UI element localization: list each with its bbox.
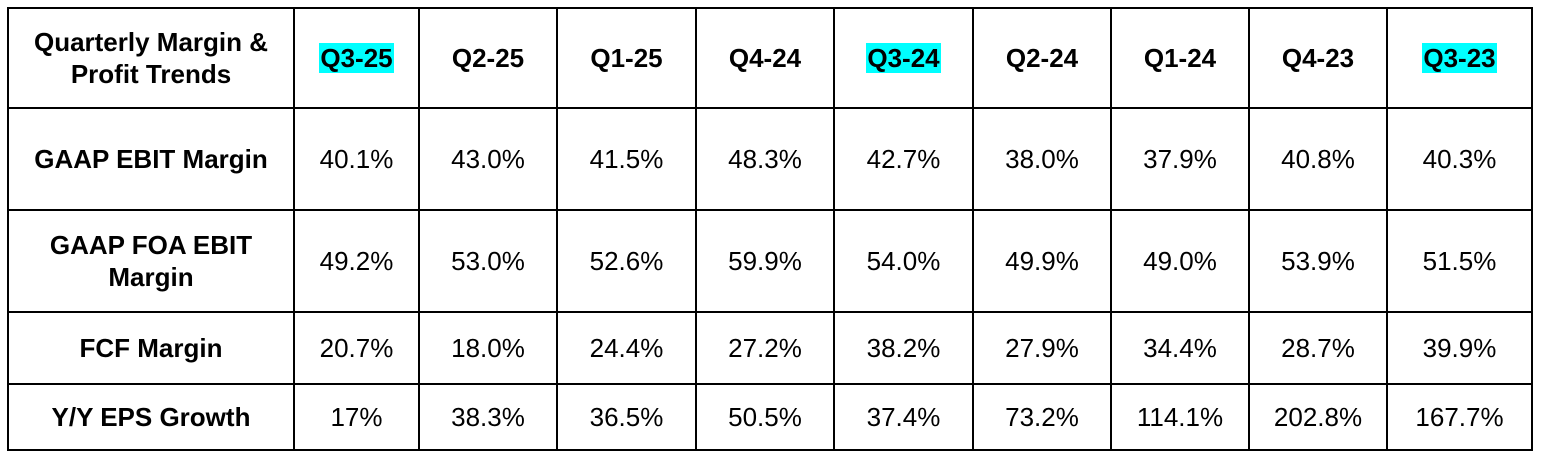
cell-value: 24.4% xyxy=(556,311,697,385)
cell-value: 49.9% xyxy=(972,209,1112,313)
column-header: Q2-24 xyxy=(972,7,1112,109)
cell-value: 114.1% xyxy=(1110,383,1250,451)
cell-value: 43.0% xyxy=(418,107,558,211)
cell-value: 18.0% xyxy=(418,311,558,385)
row-label: FCF Margin xyxy=(7,311,295,385)
cell-value: 73.2% xyxy=(972,383,1112,451)
data-row: GAAP EBIT Margin 40.1% 43.0% 41.5% 48.3% 42.7… xyxy=(7,107,1533,211)
data-row: FCF Margin 20.7% 18.0% 24.4% 27.2% 38.2% 27.9%… xyxy=(7,311,1533,385)
header-row: Quarterly Margin & Profit Trends Q3-25 Q2-… xyxy=(7,7,1533,109)
cell-value: 42.7% xyxy=(833,107,974,211)
cell-value: 38.3% xyxy=(418,383,558,451)
cell-value: 34.4% xyxy=(1110,311,1250,385)
data-row: GAAP FOA EBIT Margin 49.2% 53.0% 52.6% 59.9%… xyxy=(7,209,1533,313)
cell-value: 27.9% xyxy=(972,311,1112,385)
row-label: GAAP EBIT Margin xyxy=(7,107,295,211)
cell-value: 50.5% xyxy=(695,383,835,451)
column-header: Q1-25 xyxy=(556,7,697,109)
column-header: Q3-25 xyxy=(293,7,420,109)
cell-value: 53.0% xyxy=(418,209,558,313)
cell-value: 28.7% xyxy=(1248,311,1388,385)
cell-value: 40.3% xyxy=(1386,107,1533,211)
column-header: Q2-25 xyxy=(418,7,558,109)
column-header: Q4-24 xyxy=(695,7,835,109)
cell-value: 53.9% xyxy=(1248,209,1388,313)
cell-value: 49.0% xyxy=(1110,209,1250,313)
cell-value: 59.9% xyxy=(695,209,835,313)
cell-value: 36.5% xyxy=(556,383,697,451)
highlighted-header: Q3-24 xyxy=(866,43,941,73)
cell-value: 27.2% xyxy=(695,311,835,385)
cell-value: 40.1% xyxy=(293,107,420,211)
column-header: Q1-24 xyxy=(1110,7,1250,109)
column-header: Q4-23 xyxy=(1248,7,1388,109)
column-header: Q3-23 xyxy=(1386,7,1533,109)
highlighted-header: Q3-23 xyxy=(1422,43,1497,73)
highlighted-header: Q3-25 xyxy=(319,43,394,73)
cell-value: 202.8% xyxy=(1248,383,1388,451)
table-title: Quarterly Margin & Profit Trends xyxy=(7,7,295,109)
data-row: Y/Y EPS Growth 17% 38.3% 36.5% 50.5% 37.4% 73.… xyxy=(7,383,1533,451)
cell-value: 38.0% xyxy=(972,107,1112,211)
cell-value: 52.6% xyxy=(556,209,697,313)
column-header: Q3-24 xyxy=(833,7,974,109)
table-container: Quarterly Margin & Profit Trends Q3-25 Q2-… xyxy=(7,7,1533,451)
cell-value: 48.3% xyxy=(695,107,835,211)
table: Quarterly Margin & Profit Trends Q3-25 Q2-… xyxy=(7,7,1533,451)
row-label: GAAP FOA EBIT Margin xyxy=(7,209,295,313)
cell-value: 40.8% xyxy=(1248,107,1388,211)
cell-value: 41.5% xyxy=(556,107,697,211)
cell-value: 51.5% xyxy=(1386,209,1533,313)
cell-value: 38.2% xyxy=(833,311,974,385)
cell-value: 39.9% xyxy=(1386,311,1533,385)
cell-value: 37.4% xyxy=(833,383,974,451)
cell-value: 20.7% xyxy=(293,311,420,385)
cell-value: 37.9% xyxy=(1110,107,1250,211)
cell-value: 49.2% xyxy=(293,209,420,313)
row-label: Y/Y EPS Growth xyxy=(7,383,295,451)
cell-value: 54.0% xyxy=(833,209,974,313)
cell-value: 167.7% xyxy=(1386,383,1533,451)
cell-value: 17% xyxy=(293,383,420,451)
